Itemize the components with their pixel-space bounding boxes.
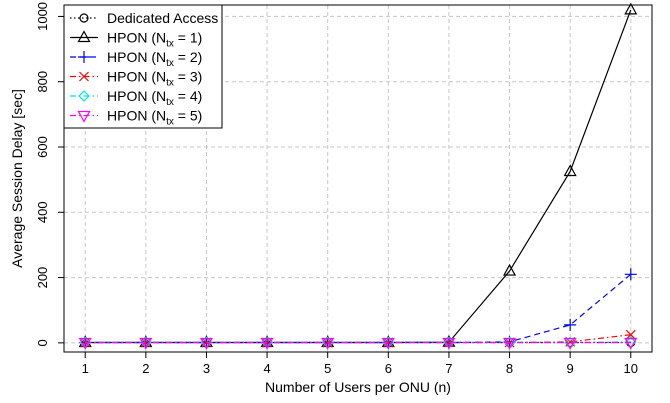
- series-6-point: [624, 337, 638, 350]
- legend-entry: HPON (Ntx = 2): [107, 49, 202, 69]
- series-4-line: [85, 334, 631, 344]
- y-tick-label: 600: [35, 136, 50, 158]
- grid-lines: [64, 5, 652, 352]
- y-axis-label: Average Session Delay [sec]: [9, 89, 25, 268]
- series-6-point: [260, 337, 274, 350]
- x-tick-label: 4: [263, 361, 270, 376]
- series-6-point: [78, 337, 92, 350]
- legend-entry: HPON (Ntx = 1): [107, 30, 202, 50]
- x-tick-label: 9: [567, 361, 574, 376]
- legend-marker: [77, 110, 91, 123]
- legend-marker: [78, 51, 90, 63]
- legend-marker: [79, 71, 89, 82]
- x-tick-label: 3: [203, 361, 210, 376]
- x-axis-label: Number of Users per ONU (n): [265, 379, 451, 395]
- series-4-point: [140, 337, 151, 348]
- y-tick-label: 1000: [35, 2, 50, 31]
- series-4-point: [201, 337, 212, 348]
- series-2-point: [624, 2, 638, 15]
- series-4: [80, 329, 636, 348]
- series-2-point: [563, 164, 577, 177]
- y-tick-label: 200: [35, 267, 50, 289]
- legend-entry: HPON (Ntx = 4): [107, 88, 202, 108]
- x-tick-label: 1: [82, 361, 89, 376]
- series-4-point: [444, 337, 454, 348]
- x-tick-label: 5: [324, 361, 331, 376]
- legend-marker: [78, 90, 90, 102]
- series-6-point: [139, 337, 153, 350]
- legend-marker: [79, 13, 89, 23]
- series-6-point: [321, 337, 335, 350]
- legend-entry: HPON (Ntx = 5): [107, 108, 202, 128]
- x-tick-label: 2: [142, 361, 149, 376]
- series-4-point: [262, 337, 272, 348]
- series-4-point: [625, 329, 636, 340]
- series-6-point: [199, 337, 213, 350]
- x-tick-label: 10: [624, 361, 638, 376]
- series-2-point: [503, 263, 517, 276]
- x-tick-label: 6: [385, 361, 392, 376]
- y-tick-label: 400: [35, 201, 50, 223]
- series-3-point: [624, 268, 637, 281]
- legend-entry: HPON (Ntx = 3): [107, 69, 202, 89]
- series-4-point: [322, 337, 333, 348]
- x-tick-label: 8: [506, 361, 513, 376]
- series-3-line: [85, 273, 632, 344]
- y-tick-label: 0: [35, 339, 50, 346]
- series-6: [78, 337, 638, 350]
- series-4-point: [80, 337, 91, 348]
- x-tick-label: 7: [445, 361, 452, 376]
- series-4-point: [383, 337, 394, 348]
- plot-frame: [63, 4, 653, 353]
- legend-entry: Dedicated Access: [107, 10, 218, 26]
- series-6-point: [503, 337, 517, 350]
- axis-ticks: 1 2 3 4 5 6 7 8 9 10 0 200 400 600 800 1000: [35, 2, 638, 376]
- legend-marker: [77, 30, 91, 43]
- series-3-point: [564, 318, 577, 331]
- series-6-point: [381, 337, 395, 350]
- series-3: [79, 268, 637, 349]
- legend-box: [63, 4, 223, 129]
- series-6-point: [563, 337, 577, 350]
- series-5-point: [624, 336, 637, 348]
- series-6-point: [442, 337, 456, 350]
- y-tick-label: 800: [35, 71, 50, 93]
- series-group: [78, 2, 638, 350]
